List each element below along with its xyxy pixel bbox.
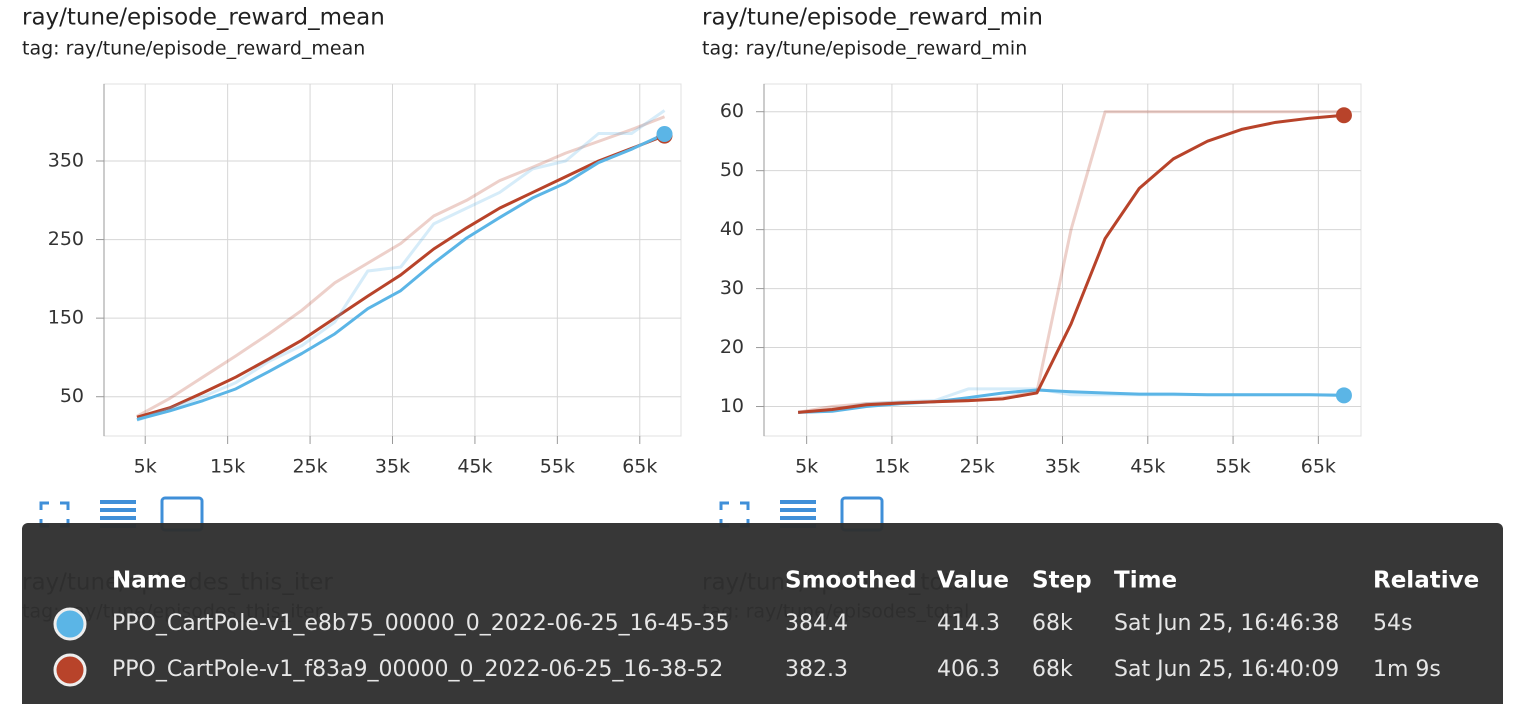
- x-tick-label: 5k: [134, 456, 157, 478]
- raw-line: [136, 115, 666, 418]
- cell: 1m 9s: [1373, 657, 1441, 682]
- end-dot: [1335, 387, 1352, 404]
- x-tick-label: 35k: [1045, 456, 1080, 478]
- end-dot: [1335, 107, 1352, 124]
- y-tick-label: 10: [720, 395, 744, 417]
- y-tick-label: 50: [720, 159, 744, 181]
- fullscreen-icon[interactable]: [39, 501, 70, 528]
- x-tick-label: 65k: [1301, 456, 1336, 478]
- x-tick-label: 45k: [1130, 456, 1165, 478]
- list-icon[interactable]: [780, 500, 816, 528]
- y-tick-label: 350: [48, 150, 84, 172]
- cell: 54s: [1373, 611, 1412, 636]
- smoothed-line: [797, 113, 1345, 414]
- chart-subtitle: tag: ray/tune/episode_reward_mean: [22, 38, 365, 60]
- tooltip: Name Smoothed Value Step Time Relative PPO_Car…: [53, 568, 1479, 687]
- x-tick-label: 55k: [1215, 456, 1250, 478]
- y-tick-label: 250: [48, 228, 84, 250]
- list-icon[interactable]: [100, 500, 136, 528]
- chart: ray/tune/episode_reward_min tag: ray/tune…: [702, 5, 1362, 478]
- y-tick-label: 50: [60, 385, 84, 407]
- x-tick-label: 35k: [375, 456, 410, 478]
- charts: ray/tune/episode_reward_mean tag: ray/tun…: [22, 5, 1362, 478]
- column-header: Time: [1114, 568, 1177, 594]
- cell: 414.3: [937, 611, 1000, 636]
- column-header: Smoothed: [785, 568, 917, 594]
- smoothed-line: [136, 132, 666, 421]
- column-header: Name: [112, 568, 186, 594]
- column-header: Step: [1032, 568, 1092, 594]
- cell: Sat Jun 25, 16:46:38: [1114, 611, 1339, 636]
- cell: 68k: [1032, 657, 1073, 682]
- column-header: Value: [937, 568, 1009, 594]
- cell: PPO_CartPole-v1_f83a9_00000_0_2022-06-25…: [112, 657, 723, 682]
- raw-line: [136, 109, 666, 422]
- tooltip-bg: [22, 523, 1503, 704]
- smoothed-line: [136, 134, 666, 419]
- cell: 382.3: [785, 657, 848, 682]
- cell: Sat Jun 25, 16:40:09: [1114, 657, 1339, 682]
- x-tick-label: 5k: [795, 456, 818, 478]
- x-tick-label: 25k: [292, 456, 327, 478]
- y-tick-label: 30: [720, 277, 744, 299]
- y-tick-label: 20: [720, 336, 744, 358]
- chart-title: ray/tune/episode_reward_min: [702, 5, 1043, 31]
- run-swatch: [53, 607, 87, 641]
- run-swatch: [53, 653, 87, 687]
- cell: 406.3: [937, 657, 1000, 682]
- x-tick-label: 15k: [210, 456, 245, 478]
- column-header: Relative: [1373, 568, 1479, 594]
- y-tick-label: 60: [720, 100, 744, 122]
- chart-title: ray/tune/episode_reward_mean: [22, 5, 385, 31]
- x-tick-label: 55k: [540, 456, 575, 478]
- x-tick-label: 15k: [874, 456, 909, 478]
- cell: PPO_CartPole-v1_e8b75_00000_0_2022-06-25…: [112, 611, 730, 636]
- y-tick-label: 150: [48, 307, 84, 329]
- fullscreen-icon[interactable]: [719, 501, 750, 528]
- y-tick-label: 40: [720, 218, 744, 240]
- end-dot: [656, 125, 673, 142]
- x-tick-label: 65k: [622, 456, 657, 478]
- x-tick-label: 45k: [457, 456, 492, 478]
- raw-line: [797, 110, 1344, 414]
- cell: 68k: [1032, 611, 1073, 636]
- x-tick-label: 25k: [960, 456, 995, 478]
- cell: 384.4: [785, 611, 848, 636]
- chart-subtitle: tag: ray/tune/episode_reward_min: [702, 38, 1027, 60]
- chart: ray/tune/episode_reward_mean tag: ray/tun…: [22, 5, 682, 478]
